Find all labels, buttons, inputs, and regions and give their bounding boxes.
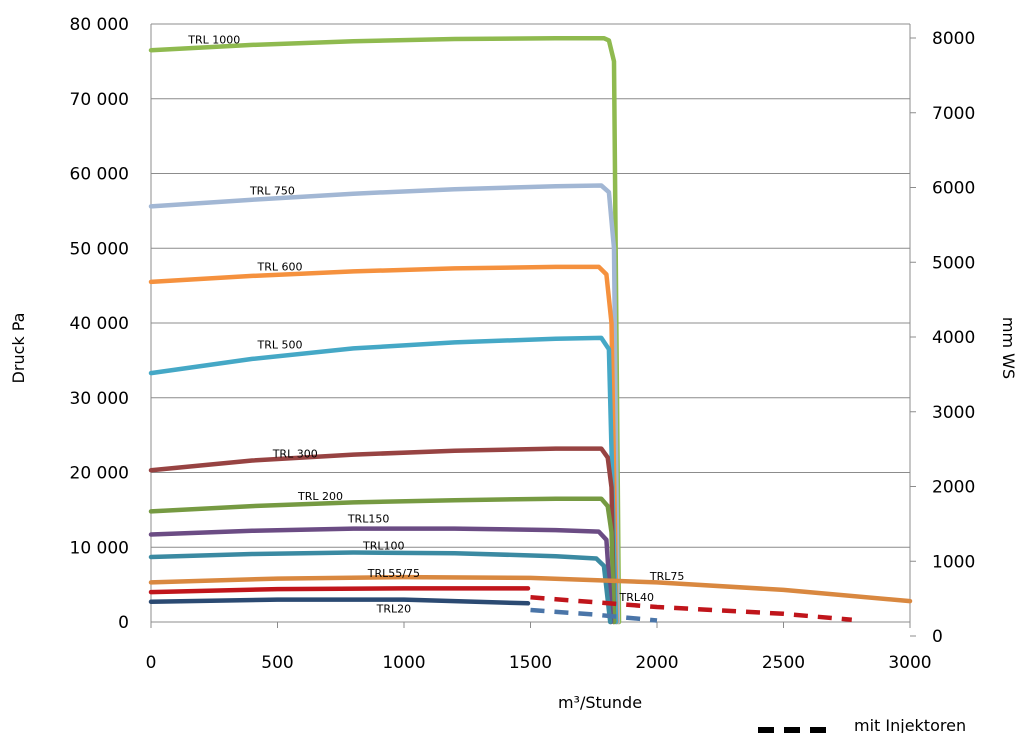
x-tick-label: 1000 [382,653,425,673]
y2-tick-label: 3000 [932,403,975,423]
y-tick-label: 60 000 [70,165,129,185]
y-tick-label: 30 000 [70,389,129,409]
y2-tick-label: 0 [932,627,943,647]
x-tick-label: 0 [146,653,157,673]
series-line-trl40 [148,586,531,595]
series-annotation: TRL 600 [257,261,303,274]
series-labels: TRL 1000 TRL 750 TRL 600 TRL 500 TRL 300 TRL … [187,33,684,615]
y2-axis-label: mm WS [999,317,1018,379]
series-annotation: TRL 750 [249,184,295,197]
tick-labels: 0 10 000 20 000 30 000 40 000 50 000 60 000 70 … [70,15,976,673]
series-line-trl40-dashed [530,595,852,623]
series-lines [148,35,913,625]
x-tick-label: 500 [261,653,293,673]
y-tick-label: 40 000 [70,314,129,334]
series-annotation: TRL40 [619,591,655,604]
series-line-trl20-dashed [530,607,658,623]
series-annotation: TRL 300 [272,448,318,461]
x-axis-label: m³/Stunde [558,693,642,712]
y2-tick-label: 5000 [932,253,975,273]
series-line-trl-1000 [148,35,622,625]
x-tick-label: 1500 [509,653,552,673]
series-line-trl-200 [148,496,617,625]
series-line-trl20 [148,597,531,606]
x-tick-label: 2500 [762,653,805,673]
series-line-trl-600 [148,264,619,625]
y2-tick-label: 8000 [932,29,975,49]
y-tick-label: 0 [118,613,129,633]
series-annotation: TRL100 [362,539,405,552]
series-annotation: TRL20 [376,602,412,615]
y-tick-label: 50 000 [70,239,129,259]
series-annotation: TRL75 [649,570,685,583]
y-axis-label: Druck Pa [9,313,28,384]
legend-label: mit Injektoren [854,716,966,733]
axes [150,24,916,637]
series-line-trl-750 [148,183,621,625]
x-tick-label: 3000 [888,653,931,673]
series-line-trl75 [148,574,913,604]
legend: mit Injektoren [758,716,966,733]
y2-tick-label: 6000 [932,179,975,199]
x-tick-label: 2000 [635,653,678,673]
y-tick-label: 10 000 [70,538,129,558]
series-line-trl100 [148,550,613,625]
y2-tick-label: 1000 [932,552,975,572]
y2-tick-label: 7000 [932,104,975,124]
gridlines [151,23,910,548]
y-tick-label: 70 000 [70,90,129,110]
y-tick-label: 80 000 [70,15,129,35]
series-line-trl150 [148,526,614,625]
series-annotation: TRL55/75 [367,567,420,580]
series-annotation: TRL 500 [257,338,303,351]
series-annotation: TRL150 [347,513,390,526]
series-annotation: TRL 200 [297,490,343,503]
series-annotation: TRL 1000 [187,33,240,46]
y2-tick-label: 2000 [932,478,975,498]
y-tick-label: 20 000 [70,464,129,484]
y2-tick-label: 4000 [932,328,975,348]
series-line-trl-300 [148,446,617,625]
